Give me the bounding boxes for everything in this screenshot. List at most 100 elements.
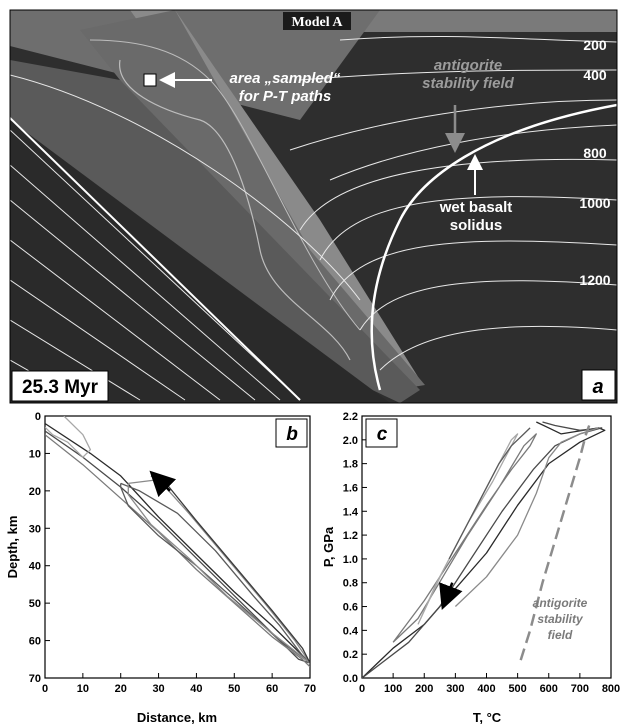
isotherm-label: 1000 [579, 195, 610, 211]
y-tick-label: 1.4 [343, 506, 359, 518]
panel-c-ylabel: P, GPa [321, 526, 336, 567]
solidus-label: wet basalt [439, 199, 513, 216]
isotherm-labels: 200 400 800 1000 1200 [579, 37, 610, 288]
isotherm-label: 200 [583, 37, 607, 53]
x-tick-label: 300 [446, 683, 464, 695]
x-tick-label: 600 [540, 683, 558, 695]
isotherm-800 [299, 158, 617, 231]
pt-path-line [362, 421, 603, 678]
y-tick-label: 1.0 [343, 554, 358, 566]
antigorite-boundary [119, 59, 351, 361]
panel-c-antigorite-label: antigorite [533, 596, 588, 610]
antigorite-label: antigorite [434, 57, 502, 74]
pt-path-line [120, 482, 310, 664]
direction-arrow [439, 582, 463, 610]
x-tick-label: 100 [384, 683, 402, 695]
model-title: Model A [292, 15, 344, 30]
pt-path-line [45, 434, 310, 668]
y-tick-label: 10 [29, 448, 41, 460]
isotherm-label: 1200 [579, 272, 610, 288]
panel-c-antigorite-label: stability [537, 612, 584, 626]
sampled-area-label: for P-T paths [239, 88, 332, 105]
slab-layer [10, 60, 420, 403]
panel-b-letter-box [275, 418, 308, 448]
y-tick-label: 2.2 [343, 411, 358, 423]
wet-basalt-solidus [370, 103, 617, 391]
wedge-outline [89, 39, 361, 331]
x-tick-label: 500 [508, 683, 526, 695]
pt-path-line [45, 422, 310, 664]
y-tick-label: 30 [29, 523, 41, 535]
isotherm-200 [339, 36, 617, 43]
isotherm-line [10, 279, 186, 401]
y-tick-label: 50 [29, 598, 41, 610]
y-tick-label: 1.2 [343, 530, 358, 542]
model-title-box [283, 12, 351, 30]
y-tick-label: 0 [35, 411, 41, 423]
isotherm-400 [299, 69, 617, 81]
y-tick-label: 40 [29, 561, 41, 573]
pt-path-line [127, 478, 310, 664]
panel-c-antigorite-label: field [548, 628, 573, 642]
y-tick-label: 1.8 [343, 459, 358, 471]
y-tick-label: 0.6 [343, 602, 358, 614]
panel-c-letter-box [365, 418, 398, 448]
panel-b-letter: b [286, 424, 298, 445]
isotherm-line [10, 74, 361, 301]
isotherm-1000 [319, 196, 617, 261]
panel-a-letter: a [592, 376, 603, 398]
y-tick-label: 0.8 [343, 578, 358, 590]
y-tick-label: 1.6 [343, 482, 358, 494]
isotherm-line [10, 239, 221, 401]
x-tick-label: 200 [415, 683, 433, 695]
x-tick-label: 400 [477, 683, 495, 695]
y-tick-label: 60 [29, 636, 41, 648]
y-tick-label: 20 [29, 486, 41, 498]
slab-surface [10, 117, 301, 401]
x-tick-label: 0 [359, 683, 365, 695]
panel-b-frame [44, 415, 311, 679]
solidus-label: solidus [450, 217, 503, 234]
pt-path-line [448, 427, 531, 560]
y-tick-label: 0.2 [343, 649, 358, 661]
sampled-area-label: area „sampled“ [230, 70, 341, 87]
isotherm-line [10, 129, 301, 401]
direction-arrow [149, 470, 177, 498]
x-tick-label: 700 [571, 683, 589, 695]
isotherm-1100 [329, 240, 617, 301]
panel-b-xlabel: Distance, km [137, 710, 217, 725]
x-tick-label: 20 [115, 683, 127, 695]
panel-c: 0 100 200 300 400 500 600 700 800 0.0 0.2 0.4 0.6 0.8… [321, 411, 620, 725]
x-tick-label: 50 [228, 683, 240, 695]
panel-c-frame [361, 415, 612, 679]
pt-path-line [392, 433, 537, 643]
y-tick-label: 2.0 [343, 435, 358, 447]
y-tick-label: 0.0 [343, 673, 358, 685]
isotherm-line [10, 319, 141, 401]
isotherm-1300 [379, 325, 617, 371]
antigorite-label: stability field [422, 75, 515, 92]
x-tick-label: 60 [266, 683, 278, 695]
isotherm-line [10, 199, 256, 401]
x-tick-label: 0 [42, 683, 48, 695]
isotherm-1200 [359, 280, 617, 331]
subducting-plate [10, 120, 390, 403]
x-tick-label: 30 [152, 683, 164, 695]
isotherms [10, 36, 617, 401]
age-label: 25.3 Myr [22, 377, 99, 398]
panel-c-paths [362, 421, 606, 678]
pt-path-line [45, 416, 92, 458]
panel-a: Model A 200 400 800 1000 1200 area „samp… [9, 9, 618, 404]
x-tick-label: 70 [304, 683, 316, 695]
isotherm-600 [289, 99, 617, 151]
y-tick-label: 0.4 [343, 625, 359, 637]
x-tick-label: 800 [602, 683, 620, 695]
isotherm-label: 800 [583, 145, 607, 161]
antigorite-boundary-line [519, 425, 591, 661]
panel-b-ylabel: Depth, km [5, 516, 20, 579]
panel-c-ticks: 0 100 200 300 400 500 600 700 800 0.0 0.2 0.4 0.6 0.8… [343, 411, 620, 695]
panel-b-arrow [149, 470, 177, 498]
